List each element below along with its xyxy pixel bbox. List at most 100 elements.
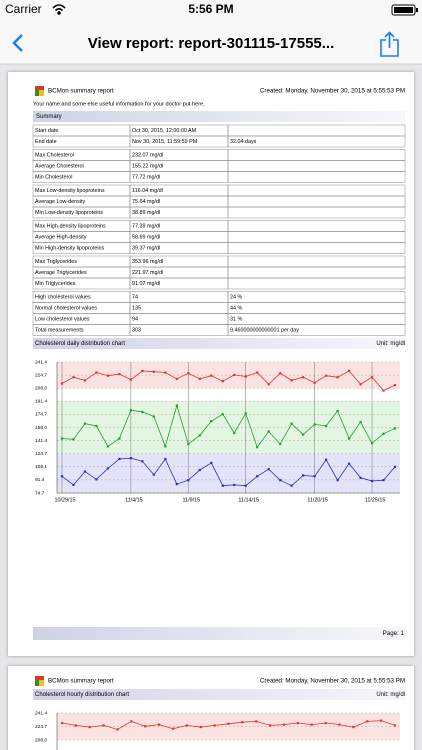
x-tick-label: 11/4/15 — [125, 497, 143, 503]
point — [129, 409, 132, 412]
point — [282, 723, 286, 726]
table-text: Min High-density lipoproteins — [35, 246, 105, 252]
point — [393, 384, 397, 387]
point — [72, 376, 75, 379]
section-bar — [33, 689, 405, 700]
table-text: Average Low-density — [35, 199, 86, 205]
point — [130, 720, 133, 723]
point — [60, 437, 64, 440]
table-text: 94 — [132, 317, 138, 323]
report-logo — [35, 676, 44, 686]
table-text: 135 — [132, 306, 141, 312]
table-text: End date — [35, 139, 57, 145]
table-text: Low cholesterol values — [35, 317, 90, 323]
point — [60, 475, 64, 478]
point — [72, 438, 75, 441]
point — [213, 724, 216, 727]
point — [302, 433, 305, 436]
point — [336, 479, 339, 482]
y-tick-label: 108.1 — [35, 464, 47, 470]
table-cell — [227, 171, 406, 183]
page-number: Page: 1 — [383, 630, 405, 637]
point — [199, 725, 202, 729]
chart-title: Cholesterol hourly distribution chart — [35, 692, 129, 698]
table-text: Average Triglycerides — [35, 270, 87, 276]
point — [324, 721, 327, 725]
share-button[interactable] — [380, 31, 399, 57]
y-tick-label: 224.7 — [35, 724, 47, 730]
point — [296, 721, 299, 725]
table-text: Nov 30, 2015, 11:59:59 PM — [132, 139, 198, 145]
chart-unit: Unit: mg/dl — [376, 341, 405, 347]
back-button[interactable] — [12, 34, 23, 52]
point — [338, 723, 341, 726]
table-text: 155.22 mg/dl — [132, 164, 163, 170]
point — [290, 422, 293, 425]
created-date: Created: Monday, November 30, 2015 at 5:… — [260, 88, 405, 95]
table-text: 9.460000000000001 per day — [230, 328, 299, 334]
point — [152, 473, 155, 476]
point — [279, 442, 282, 446]
point — [233, 373, 236, 376]
point — [393, 465, 397, 468]
table-text: 77.39 mg/dl — [132, 224, 160, 230]
point — [325, 424, 328, 428]
point — [185, 724, 188, 727]
point — [158, 723, 161, 726]
point — [141, 460, 144, 463]
point — [347, 437, 351, 440]
table-text: 75.64 mg/dl — [132, 199, 160, 205]
table-text: Max High-density lipoproteins — [35, 224, 106, 230]
y-tick-label: 158.0 — [35, 425, 47, 431]
table-text: 353.96 mg/dl — [132, 259, 163, 265]
point — [244, 375, 247, 378]
chart-title: Cholesterol daily distribution chart — [35, 341, 125, 347]
point — [302, 376, 305, 379]
x-tick-label: 10/29/15 — [55, 497, 76, 503]
table-text: 74 — [132, 295, 138, 301]
table-cell — [227, 242, 406, 254]
point — [144, 725, 147, 728]
point — [256, 475, 259, 478]
point — [141, 369, 144, 373]
point — [244, 412, 247, 415]
point — [106, 445, 110, 448]
point — [198, 377, 201, 380]
table-text: Max Low-density lipoproteins — [35, 188, 105, 194]
point — [129, 457, 132, 460]
carrier: Carrier — [5, 2, 42, 16]
band — [57, 453, 400, 493]
table-cell — [227, 277, 406, 290]
point — [370, 479, 374, 483]
point — [175, 483, 178, 486]
point — [382, 479, 385, 482]
table-text: Total measurements — [35, 328, 84, 334]
point — [106, 374, 110, 377]
y-tick-label: 208.0 — [35, 737, 47, 743]
point — [118, 437, 121, 440]
point — [269, 724, 272, 727]
point — [382, 432, 385, 435]
wifi-icon — [52, 4, 66, 15]
y-tick-label: 208.0 — [35, 386, 47, 392]
point — [175, 404, 178, 407]
point — [279, 372, 282, 375]
point — [88, 725, 91, 729]
point — [336, 376, 339, 379]
point — [267, 468, 270, 471]
table-text: 31 % — [230, 317, 242, 323]
table-text: High cholesterol values — [35, 295, 91, 301]
report-logo — [35, 86, 44, 96]
point — [129, 378, 132, 381]
point — [256, 371, 259, 374]
series-line — [61, 404, 396, 449]
point — [256, 446, 259, 449]
x-tick-label: 11/20/15 — [307, 497, 328, 503]
point — [325, 458, 328, 461]
point — [210, 420, 213, 423]
point — [290, 484, 293, 487]
point — [187, 442, 190, 446]
table-text: Min Cholesterol — [35, 175, 72, 181]
point — [116, 728, 119, 731]
table-text: Max Cholesterol — [35, 153, 74, 159]
